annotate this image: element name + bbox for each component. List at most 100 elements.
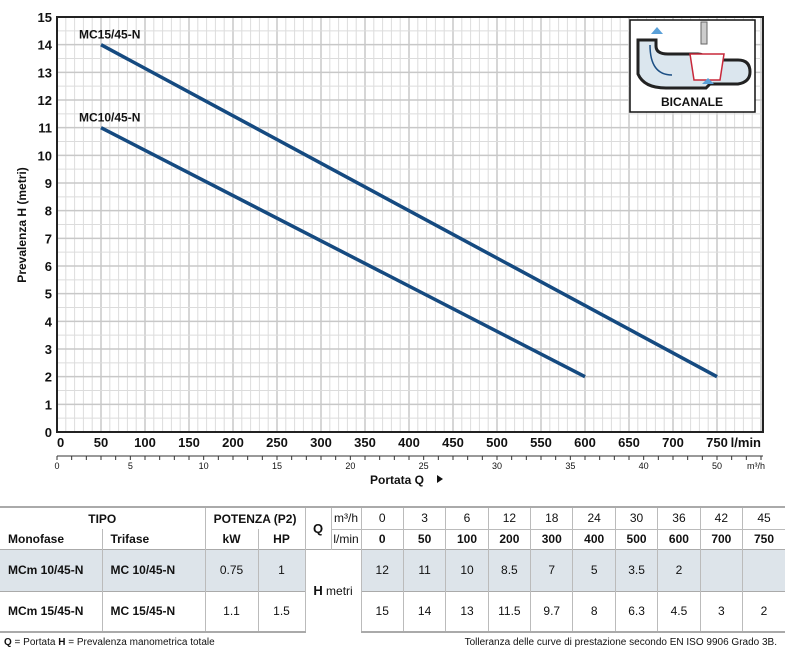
h-value-cell: 8.5 — [488, 548, 532, 591]
h-value-cell: 13 — [445, 590, 489, 633]
trifase-cell: MC 15/45-N — [102, 590, 206, 633]
kw-cell: 1.1 — [205, 590, 259, 633]
h-value-cell: 11 — [403, 548, 447, 591]
y-tick-label: 7 — [45, 231, 52, 246]
h-value-cell: 3 — [700, 590, 744, 633]
arrow-right-icon — [437, 475, 443, 483]
x-tick-label: 200 — [222, 435, 244, 450]
secondary-tick-label: 25 — [419, 461, 429, 471]
q-lmin-cell: 700 — [700, 529, 744, 549]
q-m3h-cell: 18 — [530, 506, 574, 530]
h-value-cell: 5 — [572, 548, 616, 591]
x-tick-label: 400 — [398, 435, 420, 450]
q-lmin-cell: 0 — [361, 529, 404, 549]
header-q: Q — [305, 506, 332, 549]
x-tick-label: 650 — [618, 435, 640, 450]
secondary-tick-label: 35 — [565, 461, 575, 471]
series-label: MC10/45-N — [79, 111, 140, 125]
h-value-cell: 2 — [742, 590, 785, 633]
x-unit-label: l/min — [731, 435, 761, 450]
table-row: MCm 10/45-N MC 10/45-N 0.75 1 H metri 12 11 10 8… — [0, 548, 785, 632]
q-lmin-cell: 600 — [657, 529, 701, 549]
y-tick-label: 11 — [38, 121, 52, 136]
x-tick-label: 550 — [530, 435, 552, 450]
grid — [56, 16, 763, 433]
q-m3h-cell: 42 — [700, 506, 744, 530]
x-tick-label: 250 — [266, 435, 288, 450]
q-m3h-cell: 24 — [572, 506, 616, 530]
q-m3h-cell: 30 — [615, 506, 659, 530]
hp-cell: 1 — [258, 548, 306, 591]
y-tick-label: 4 — [45, 314, 53, 329]
inset-label: BICANALE — [661, 95, 723, 109]
y-tick-label: 15 — [38, 10, 52, 25]
secondary-unit-label: m³/h — [747, 461, 765, 471]
h-value-cell: 6.3 — [615, 590, 659, 633]
secondary-tick-label: 50 — [712, 461, 722, 471]
h-value-cell: 9.7 — [530, 590, 574, 633]
secondary-tick-label: 20 — [345, 461, 355, 471]
series-label: MC15/45-N — [79, 28, 140, 42]
header-hp: HP — [258, 529, 306, 549]
impeller-inset: BICANALE — [629, 19, 756, 113]
header-potenza: POTENZA (P2) — [205, 506, 306, 529]
secondary-tick-label: 0 — [54, 461, 59, 471]
h-value-cell: 4.5 — [657, 590, 701, 633]
y-tick-label: 12 — [38, 93, 52, 108]
q-m3h-cell: 0 — [361, 506, 404, 530]
footer-legend: Q = Portata H = Prevalenza manometrica t… — [4, 637, 215, 648]
unit-m3h: m³/h — [331, 506, 362, 530]
y-tick-label: 8 — [45, 204, 52, 219]
q-lmin-cell: 50 — [403, 529, 447, 549]
h-value-cell: 7 — [530, 548, 574, 591]
h-value-cell: 15 — [361, 590, 404, 633]
h-value-cell: 10 — [445, 548, 489, 591]
header-kw: kW — [205, 529, 259, 549]
secondary-tick-label: 40 — [639, 461, 649, 471]
monofase-cell: MCm 10/45-N — [0, 548, 103, 591]
x-tick-label: 150 — [178, 435, 200, 450]
h-value-cell — [742, 548, 785, 591]
x-tick-label: 300 — [310, 435, 332, 450]
q-lmin-cell: 500 — [615, 529, 659, 549]
secondary-tick-label: 30 — [492, 461, 502, 471]
h-value-cell: 2 — [657, 548, 701, 591]
y-tick-label: 0 — [45, 425, 52, 440]
q-lmin-cell: 100 — [445, 529, 489, 549]
header-tipo: TIPO — [0, 506, 206, 529]
secondary-tick-label: 15 — [272, 461, 282, 471]
y-tick-label: 13 — [38, 65, 52, 80]
q-m3h-cell: 45 — [742, 506, 785, 530]
y-tick-label: 10 — [38, 148, 52, 163]
footer-tolerance: Tolleranza delle curve di prestazione se… — [464, 637, 777, 648]
series-line-mc15-45-n — [100, 43, 718, 379]
h-value-cell: 14 — [403, 590, 447, 633]
q-lmin-cell: 300 — [530, 529, 574, 549]
x-tick-label: 350 — [354, 435, 376, 450]
y-tick-label: 3 — [45, 342, 52, 357]
q-lmin-cell: 200 — [488, 529, 532, 549]
h-value-cell: 3.5 — [615, 548, 659, 591]
y-tick-label: 14 — [38, 38, 53, 53]
secondary-tick-label: 5 — [128, 461, 133, 471]
x-tick-label: 500 — [486, 435, 508, 450]
x-tick-label: 50 — [94, 435, 108, 450]
x-tick-label: 0 — [57, 435, 64, 450]
q-m3h-cell: 12 — [488, 506, 532, 530]
q-lmin-cell: 750 — [754, 532, 775, 546]
y-tick-label: 6 — [45, 259, 52, 274]
unit-lmin: l/min — [331, 529, 362, 549]
y-tick-label: 2 — [45, 370, 52, 385]
h-metri-label: H metri — [305, 548, 362, 632]
x-tick-label: 700 — [662, 435, 684, 450]
secondary-tick-label: 10 — [199, 461, 209, 471]
x-axis-label: Portata Q — [370, 473, 424, 487]
h-value-cell: 12 — [361, 548, 404, 591]
y-tick-label: 1 — [45, 397, 52, 412]
trifase-cell: MC 10/45-N — [102, 548, 206, 591]
x-tick-label: 100 — [134, 435, 156, 450]
h-value-cell: 8 — [572, 590, 616, 633]
x-tick-label: 450 — [442, 435, 464, 450]
table-row: MCm 15/45-N MC 15/45-N 1.1 1.5 15 14 13 11.5 9.7… — [0, 590, 785, 633]
y-axis-label: Prevalenza H (metri) — [15, 167, 29, 282]
